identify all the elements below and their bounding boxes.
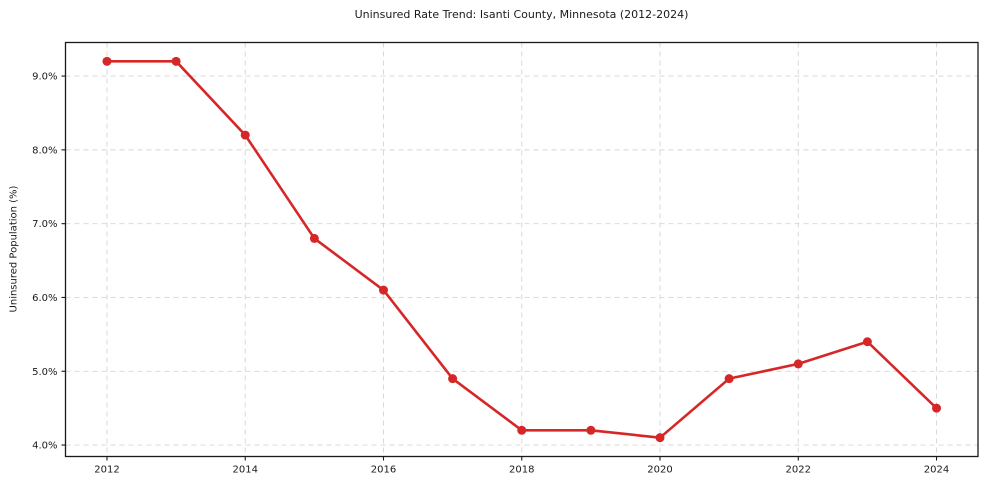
data-point <box>378 285 388 295</box>
data-point <box>102 56 112 66</box>
x-tick-label: 2022 <box>786 465 811 476</box>
data-point <box>586 425 596 435</box>
y-tick-label: 4.0% <box>32 441 57 452</box>
x-tick-label: 2014 <box>233 465 258 476</box>
x-tick-label: 2024 <box>924 465 949 476</box>
data-point <box>793 359 803 369</box>
y-tick-label: 8.0% <box>32 145 57 156</box>
data-point <box>448 374 458 384</box>
data-point <box>240 130 250 140</box>
y-tick-label: 7.0% <box>32 219 57 230</box>
data-point <box>724 374 734 384</box>
x-tick-label: 2018 <box>509 465 534 476</box>
chart-title: Uninsured Rate Trend: Isanti County, Min… <box>354 8 689 21</box>
data-point <box>862 337 872 347</box>
y-tick-label: 9.0% <box>32 72 57 83</box>
data-point <box>517 425 527 435</box>
data-point <box>171 56 181 66</box>
y-tick-label: 5.0% <box>32 367 57 378</box>
data-point <box>655 433 665 443</box>
x-tick-label: 2020 <box>647 465 672 476</box>
data-point <box>932 403 942 413</box>
y-tick-label: 6.0% <box>32 293 57 304</box>
x-tick-label: 2012 <box>94 465 119 476</box>
y-axis-label: Uninsured Population (%) <box>8 185 20 313</box>
data-point <box>309 233 319 243</box>
x-tick-label: 2016 <box>371 465 396 476</box>
